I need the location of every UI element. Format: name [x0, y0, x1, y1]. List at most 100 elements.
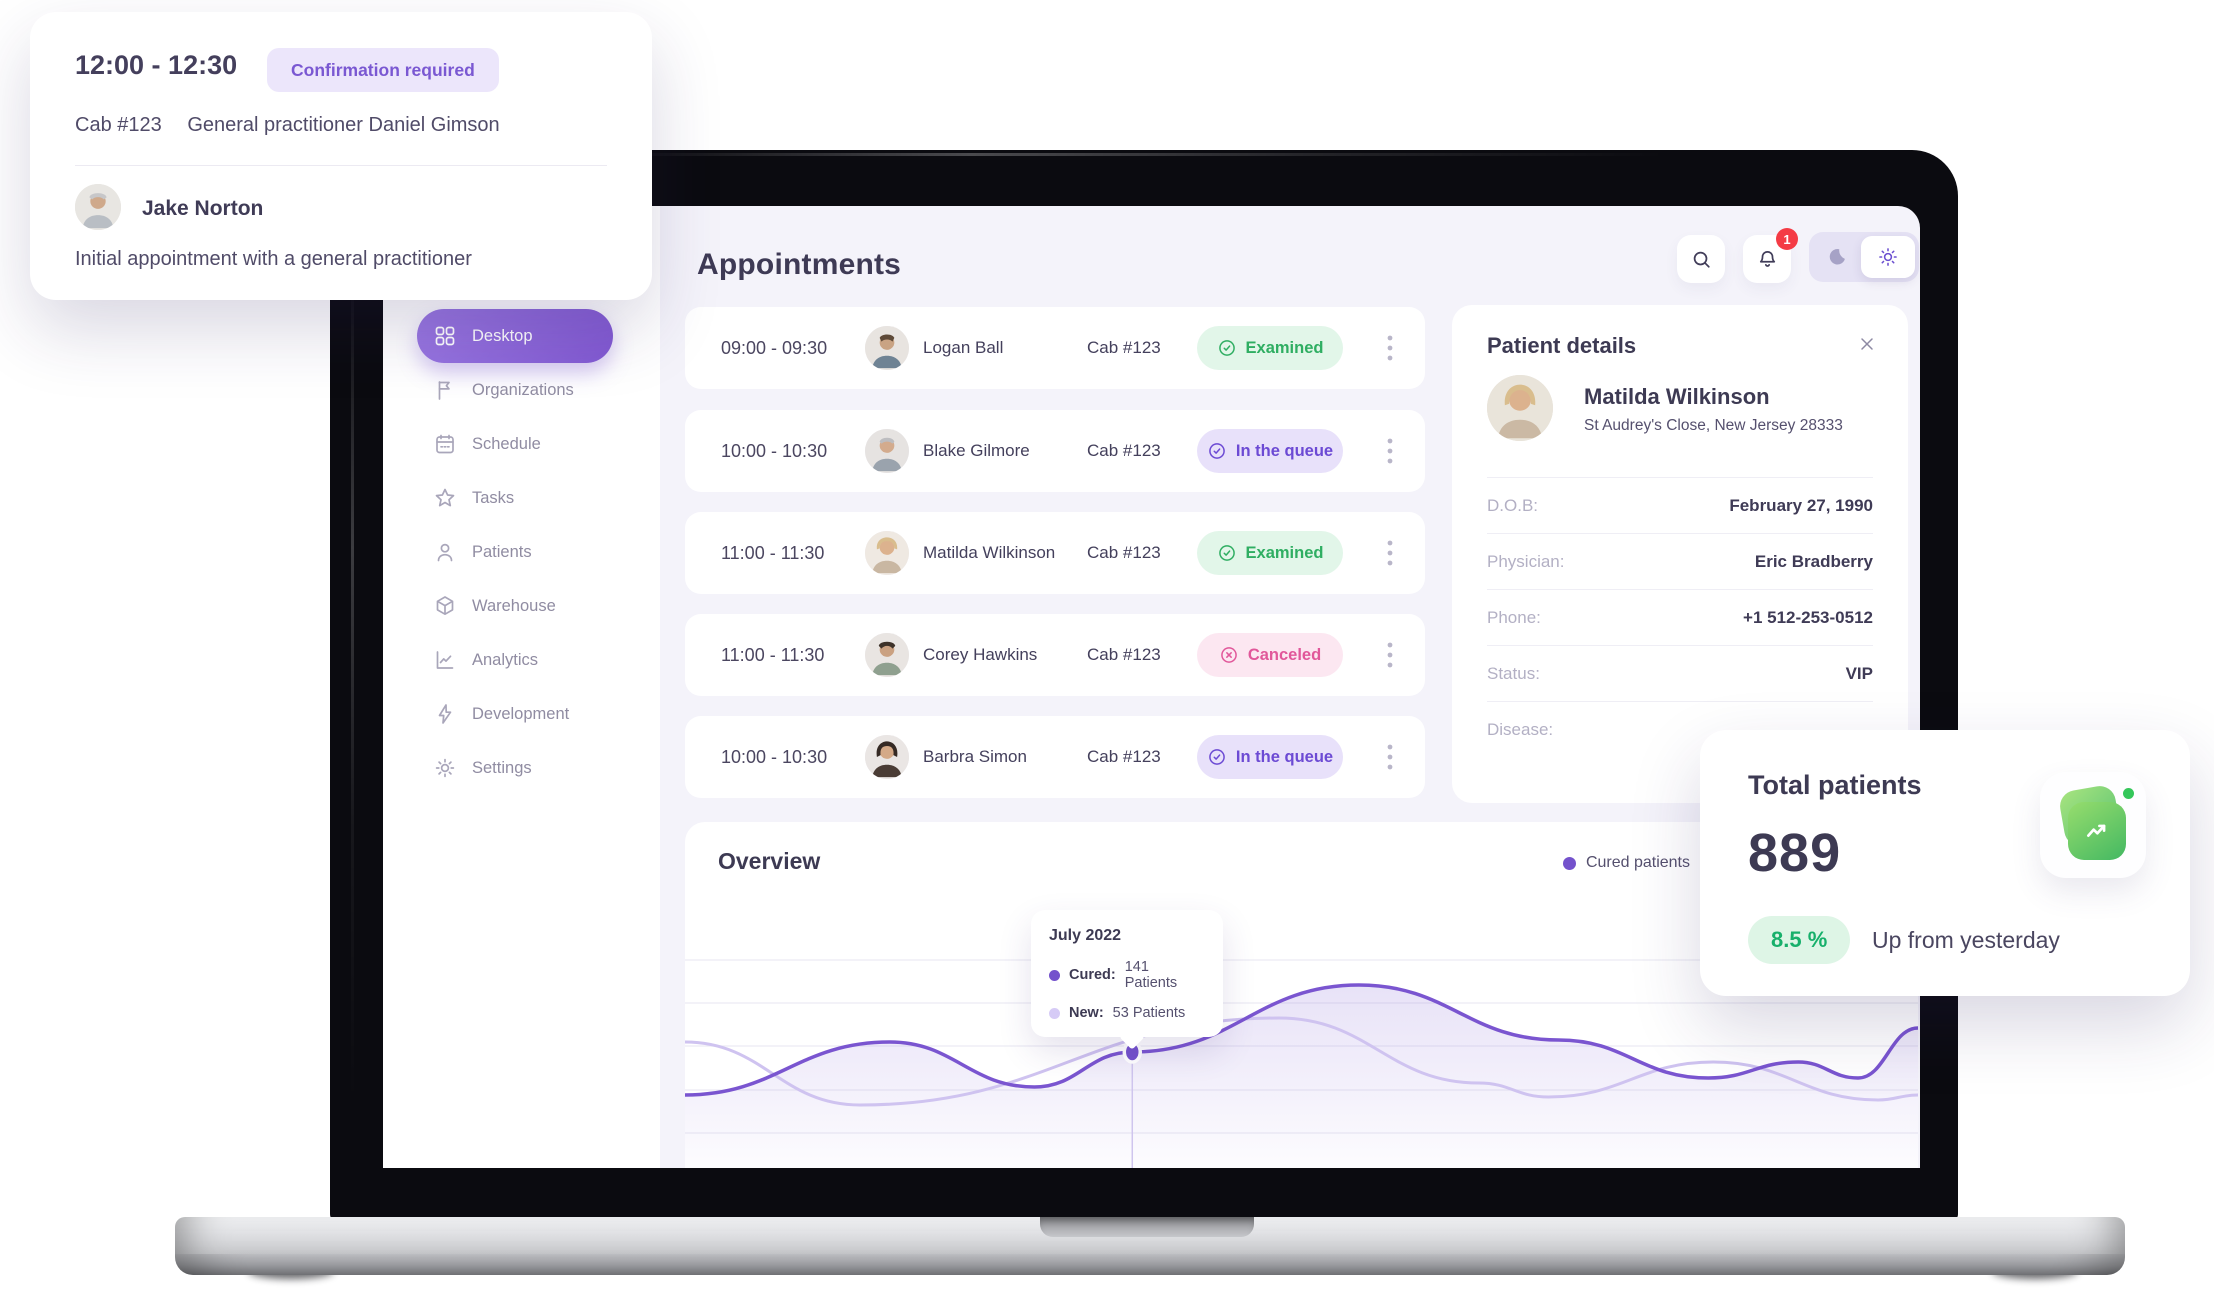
- tooltip-title: July 2022: [1049, 927, 1122, 944]
- notifications-button[interactable]: 1: [1743, 228, 1798, 283]
- patient-name: Blake Gilmore: [923, 441, 1030, 460]
- card-title: Total patients: [1748, 770, 1922, 800]
- field-row: D.O.B: February 27, 1990: [1487, 478, 1873, 534]
- sidebar-item-label: Development: [472, 704, 570, 723]
- cured-dot: [1049, 969, 1060, 981]
- appointment-row[interactable]: 09:00 - 09:30 Logan Ball Cab #123 Examin…: [685, 307, 1425, 389]
- kebab-menu-icon[interactable]: [1377, 635, 1403, 675]
- check-circle-icon: [1207, 441, 1227, 461]
- star-icon: [433, 486, 457, 510]
- sidebar-item-organizations[interactable]: Organizations: [417, 363, 613, 417]
- cab-number: Cab #123: [1087, 543, 1161, 562]
- trend-up-icon: [2068, 802, 2126, 860]
- status-badge: Examined: [1197, 531, 1343, 575]
- sidebar-item-label: Settings: [472, 758, 532, 777]
- user-icon: [433, 540, 457, 564]
- field-row: Phone: +1 512-253-0512: [1487, 590, 1873, 646]
- appointment-row[interactable]: 11:00 - 11:30 Corey Hawkins Cab #123 Can…: [685, 614, 1425, 696]
- x-circle-icon: [1219, 645, 1239, 665]
- new-dot: [1049, 1007, 1060, 1019]
- sidebar-item-tasks[interactable]: Tasks: [417, 471, 613, 525]
- appointment-row[interactable]: 10:00 - 10:30 Barbra Simon Cab #123 In t…: [685, 716, 1425, 798]
- field-row: Status: VIP: [1487, 646, 1873, 702]
- stat-icon-tile: [2040, 772, 2146, 878]
- status-badge: In the queue: [1197, 735, 1343, 779]
- search-icon: [1690, 248, 1713, 271]
- field-row: Disease:: [1487, 720, 1554, 739]
- sidebar-item-analytics[interactable]: Analytics: [417, 633, 613, 687]
- patient-name: Barbra Simon: [923, 747, 1027, 766]
- confirmation-badge: Confirmation required: [267, 48, 499, 92]
- flag-icon: [433, 378, 457, 402]
- avatar: [75, 184, 121, 230]
- avatar: [865, 633, 909, 677]
- sidebar-item-label: Warehouse: [472, 596, 556, 615]
- status-badge: Canceled: [1197, 633, 1343, 677]
- app-window: Desktop Organizations Schedule: [383, 206, 1920, 1168]
- status-badge: In the queue: [1197, 429, 1343, 473]
- box-icon: [433, 594, 457, 618]
- appointment-row[interactable]: 11:00 - 11:30 Matilda Wilkinson Cab #123…: [685, 512, 1425, 594]
- sidebar-item-label: Patients: [472, 542, 532, 561]
- appointment-time-range: 12:00 - 12:30: [75, 50, 238, 80]
- sidebar-item-settings[interactable]: Settings: [417, 741, 613, 795]
- laptop-notch: [1040, 1217, 1254, 1237]
- appointment-note: Initial appointment with a general pract…: [75, 248, 472, 270]
- patient-name: Matilda Wilkinson: [923, 543, 1056, 562]
- sidebar-item-desktop[interactable]: Desktop: [417, 309, 613, 363]
- panel-title: Patient details: [1487, 333, 1637, 358]
- field-row: Physician: Eric Bradberry: [1487, 534, 1873, 590]
- cab-number: Cab #123: [1087, 441, 1161, 460]
- check-circle-icon: [1217, 543, 1237, 563]
- total-patients-value: 889: [1748, 823, 1842, 883]
- gear-icon: [433, 756, 457, 780]
- search-button[interactable]: [1677, 235, 1725, 283]
- delta-badge: 8.5 %: [1748, 916, 1851, 964]
- sidebar-item-label: Tasks: [472, 488, 515, 507]
- sidebar-item-warehouse[interactable]: Warehouse: [417, 579, 613, 633]
- status-badge: Examined: [1197, 326, 1343, 370]
- tooltip-row: New: 53 Patients: [1049, 1005, 1205, 1021]
- appointment-row[interactable]: 10:00 - 10:30 Blake Gilmore Cab #123 In …: [685, 410, 1425, 492]
- kebab-menu-icon[interactable]: [1377, 328, 1403, 368]
- patient-name: Jake Norton: [142, 197, 264, 220]
- kebab-menu-icon[interactable]: [1377, 533, 1403, 573]
- appointment-time: 10:00 - 10:30: [721, 440, 828, 461]
- sidebar-item-development[interactable]: Development: [417, 687, 613, 741]
- sidebar: Desktop Organizations Schedule: [383, 206, 660, 1168]
- patient-name: Logan Ball: [923, 338, 1004, 357]
- chart-legend: Cured patients: [1562, 854, 1690, 872]
- chart-tooltip: July 2022 Cured: 141 Patients New: 53 Pati…: [1031, 910, 1223, 1037]
- patients-chart: [685, 959, 1918, 1168]
- page-title: Appointments: [697, 248, 902, 281]
- patient-avatar: [1487, 375, 1553, 441]
- cab-number: Cab #123: [75, 114, 162, 136]
- patient-address: St Audrey's Close, New Jersey 28333: [1584, 417, 1843, 434]
- legend-dot: [1562, 856, 1576, 870]
- avatar: [865, 429, 909, 473]
- close-button[interactable]: [1852, 329, 1882, 359]
- kebab-menu-icon[interactable]: [1377, 737, 1403, 777]
- appointment-location: Cab #123 General practitioner Daniel Gim…: [75, 114, 500, 137]
- patient-name: Corey Hawkins: [923, 645, 1038, 664]
- chart-icon: [433, 648, 457, 672]
- sidebar-item-patients[interactable]: Patients: [417, 525, 613, 579]
- moon-icon[interactable]: [1813, 236, 1861, 278]
- delta-caption: Up from yesterday: [1872, 927, 2060, 953]
- appointment-time: 10:00 - 10:30: [721, 746, 828, 767]
- sidebar-item-label: Analytics: [472, 650, 539, 669]
- appointment-time: 09:00 - 09:30: [721, 337, 828, 358]
- sidebar-item-schedule[interactable]: Schedule: [417, 417, 613, 471]
- close-icon: [1857, 334, 1877, 354]
- kebab-menu-icon[interactable]: [1377, 431, 1403, 471]
- section-title: Overview: [718, 848, 821, 874]
- divider: [75, 165, 607, 166]
- total-patients-card: Total patients 889 8.5 % Up from yesterd…: [1700, 730, 2190, 996]
- patient-details-panel: Patient details Matilda Wilkinson St Aud…: [1452, 305, 1908, 803]
- tooltip-row: Cured: 141 Patients: [1049, 959, 1205, 991]
- practitioner-name: General practitioner Daniel Gimson: [187, 114, 500, 136]
- appointment-time: 11:00 - 11:30: [721, 542, 825, 563]
- sun-icon[interactable]: [1861, 236, 1915, 278]
- theme-toggle[interactable]: [1809, 232, 1919, 282]
